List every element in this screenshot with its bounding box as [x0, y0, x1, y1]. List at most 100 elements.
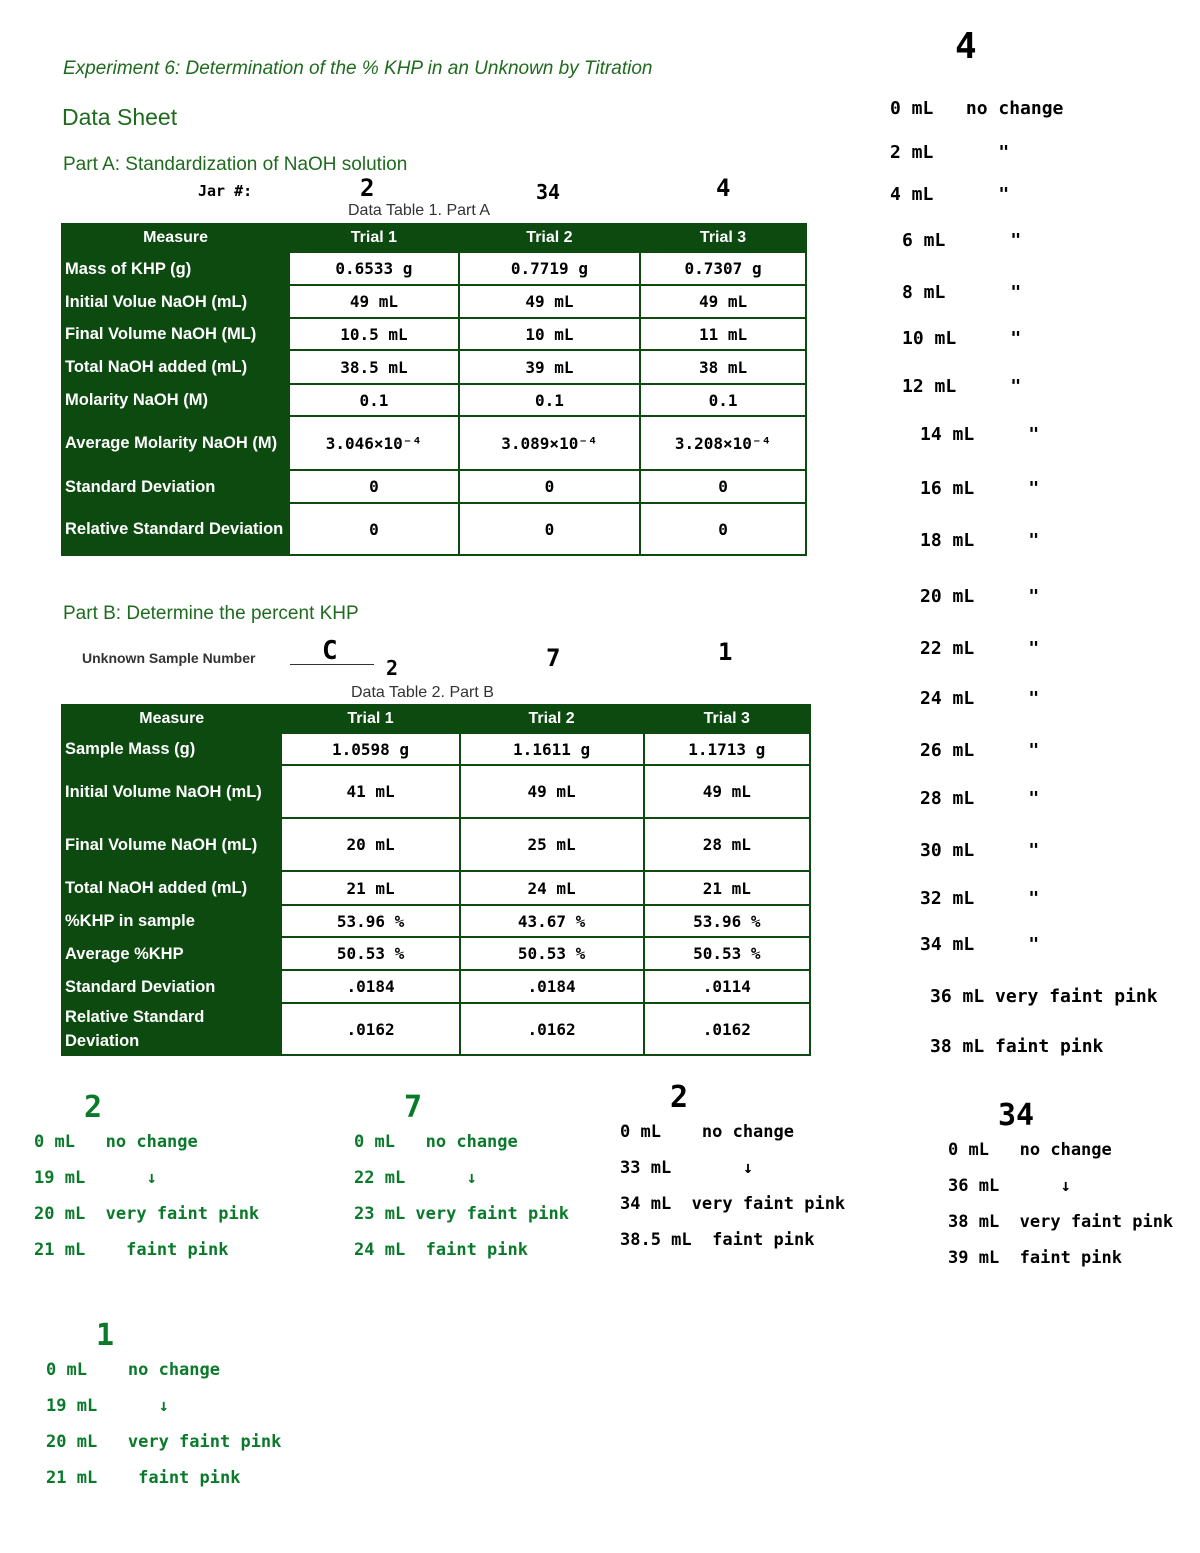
measure-cell: Total NaOH added (mL): [60, 349, 291, 385]
value-cell: 25 mL: [458, 817, 645, 872]
table-row: Final Volume NaOH (ML) 10.5 mL 10 mL 11 mL: [60, 317, 807, 351]
jar-1: 2: [360, 174, 375, 202]
measure-cell: Initial Volue NaOH (mL): [60, 284, 291, 319]
value-cell: 0.1: [288, 383, 460, 417]
value-cell: 0.1: [639, 383, 807, 417]
measure-cell: Molarity NaOH (M): [60, 383, 291, 417]
note-line: 22 mL ": [920, 638, 1040, 659]
note-line: 38 mL very faint pink: [948, 1212, 1174, 1232]
note-line: 21 mL faint pink: [46, 1468, 241, 1488]
note-line: 16 mL ": [920, 478, 1040, 499]
table-2-caption: Data Table 2. Part B: [351, 684, 494, 701]
note-group-title: 2: [84, 1090, 103, 1125]
table-row: Average %KHP 50.53 % 50.53 % 50.53 %: [60, 936, 812, 971]
value-cell: 49 mL: [288, 284, 460, 319]
note-line: 20 mL very faint pink: [34, 1204, 260, 1224]
jar-b-3: 1: [718, 638, 733, 666]
value-cell: 50.53 %: [280, 936, 461, 971]
table-row: Standard Deviation .0184.0184.0114: [60, 969, 812, 1004]
value-cell: 24 mL: [458, 870, 645, 906]
note-line: 23 mL very faint pink: [354, 1204, 569, 1224]
note-line: 8 mL ": [902, 282, 1022, 303]
value-cell: .0162: [458, 1002, 645, 1056]
table-row: Initial Volue NaOH (mL) 49 mL 49 mL 49 mL: [60, 284, 807, 319]
value-cell: 0: [457, 469, 642, 504]
value-cell: 0: [639, 502, 807, 556]
note-line: 19 mL ↓: [46, 1396, 169, 1416]
value-cell: 21 mL: [642, 870, 812, 906]
table-row: Total NaOH added (mL) 21 mL 24 mL 21 mL: [60, 870, 812, 906]
value-cell: 0: [288, 502, 460, 556]
value-cell: 50.53 %: [458, 936, 645, 971]
value-cell: 1.1611 g: [458, 732, 645, 766]
unknown-sample-label: Unknown Sample Number: [82, 650, 256, 666]
measure-cell: Average %KHP: [60, 936, 283, 971]
measure-cell: Sample Mass (g): [60, 732, 283, 766]
note-line: 38.5 mL faint pink: [620, 1230, 815, 1250]
value-cell: 3.046×10⁻⁴: [288, 415, 460, 471]
note-line: 36 mL ↓: [948, 1176, 1071, 1196]
table-row: Molarity NaOH (M) 0.1 0.1 0.1: [60, 383, 807, 417]
note-line: 39 mL faint pink: [948, 1248, 1122, 1268]
data-sheet-heading: Data Sheet: [62, 104, 178, 130]
jar-2: 34: [536, 180, 561, 204]
note-line: 14 mL ": [920, 424, 1040, 445]
value-cell: 0.1: [457, 383, 642, 417]
value-cell: .0184: [280, 969, 461, 1004]
notes-right-title: 4: [955, 26, 977, 67]
value-cell: 41 mL: [280, 764, 461, 819]
note-group-title: 1: [96, 1318, 115, 1353]
note-line: 0 mL no change: [46, 1360, 220, 1380]
value-cell: 3.208×10⁻⁴: [639, 415, 807, 471]
note-line: 0 mL no change: [34, 1132, 198, 1152]
table-row: Mass of KHP (g) 0.6533 g 0.7719 g 0.7307 g: [60, 251, 807, 286]
value-cell: 53.96 %: [642, 904, 812, 938]
value-cell: 0: [288, 469, 460, 504]
value-cell: 49 mL: [639, 284, 807, 319]
table-row: Final Volume NaOH (mL) 20 mL 25 mL 28 mL: [60, 817, 812, 872]
value-cell: 0.6533 g: [288, 251, 460, 286]
value-cell: 0: [639, 469, 807, 504]
column-header: Measure: [60, 223, 291, 253]
note-line: 0 mL no change: [890, 98, 1064, 119]
note-line: 19 mL ↓: [34, 1168, 157, 1188]
value-cell: 50.53 %: [642, 936, 812, 971]
note-line: 26 mL ": [920, 740, 1040, 761]
column-header: Trial 2: [457, 223, 642, 253]
note-line: 20 mL ": [920, 586, 1040, 607]
header-row: Measure Trial 1 Trial 2 Trial 3: [60, 223, 807, 253]
value-cell: 20 mL: [280, 817, 461, 872]
note-line: 24 mL ": [920, 688, 1040, 709]
value-cell: .0114: [642, 969, 812, 1004]
note-line: 22 mL ↓: [354, 1168, 477, 1188]
note-line: 38 mL faint pink: [930, 1036, 1104, 1057]
unknown-value: C: [322, 636, 338, 666]
value-cell: 39 mL: [457, 349, 642, 385]
note-line: 24 mL faint pink: [354, 1240, 528, 1260]
measure-cell: Initial Volume NaOH (mL): [60, 764, 283, 819]
jar-label: Jar #:: [198, 182, 253, 200]
value-cell: 11 mL: [639, 317, 807, 351]
note-line: 36 mL very faint pink: [930, 986, 1158, 1007]
header-row: Measure Trial 1 Trial 2 Trial 3: [60, 704, 812, 734]
note-group-title: 34: [998, 1098, 1035, 1133]
value-cell: 10.5 mL: [288, 317, 460, 351]
value-cell: 0.7307 g: [639, 251, 807, 286]
value-cell: 49 mL: [642, 764, 812, 819]
value-cell: 1.1713 g: [642, 732, 812, 766]
value-cell: 43.67 %: [458, 904, 645, 938]
value-cell: 0.7719 g: [457, 251, 642, 286]
note-group-title: 7: [404, 1090, 423, 1125]
note-line: 34 mL ": [920, 934, 1040, 955]
note-line: 34 mL very faint pink: [620, 1194, 846, 1214]
value-cell: .0162: [280, 1002, 461, 1056]
value-cell: 21 mL: [280, 870, 461, 906]
measure-cell: Average Molarity NaOH (M): [60, 415, 291, 471]
measure-cell: Final Volume NaOH (mL): [60, 817, 283, 872]
value-cell: 0: [457, 502, 642, 556]
table-row: Sample Mass (g) 1.0598 g 1.1611 g 1.1713 g: [60, 732, 812, 766]
column-header: Trial 3: [639, 223, 807, 253]
unknown-underline: [290, 664, 374, 665]
note-line: 0 mL no change: [620, 1122, 794, 1142]
jar-3: 4: [716, 174, 731, 202]
